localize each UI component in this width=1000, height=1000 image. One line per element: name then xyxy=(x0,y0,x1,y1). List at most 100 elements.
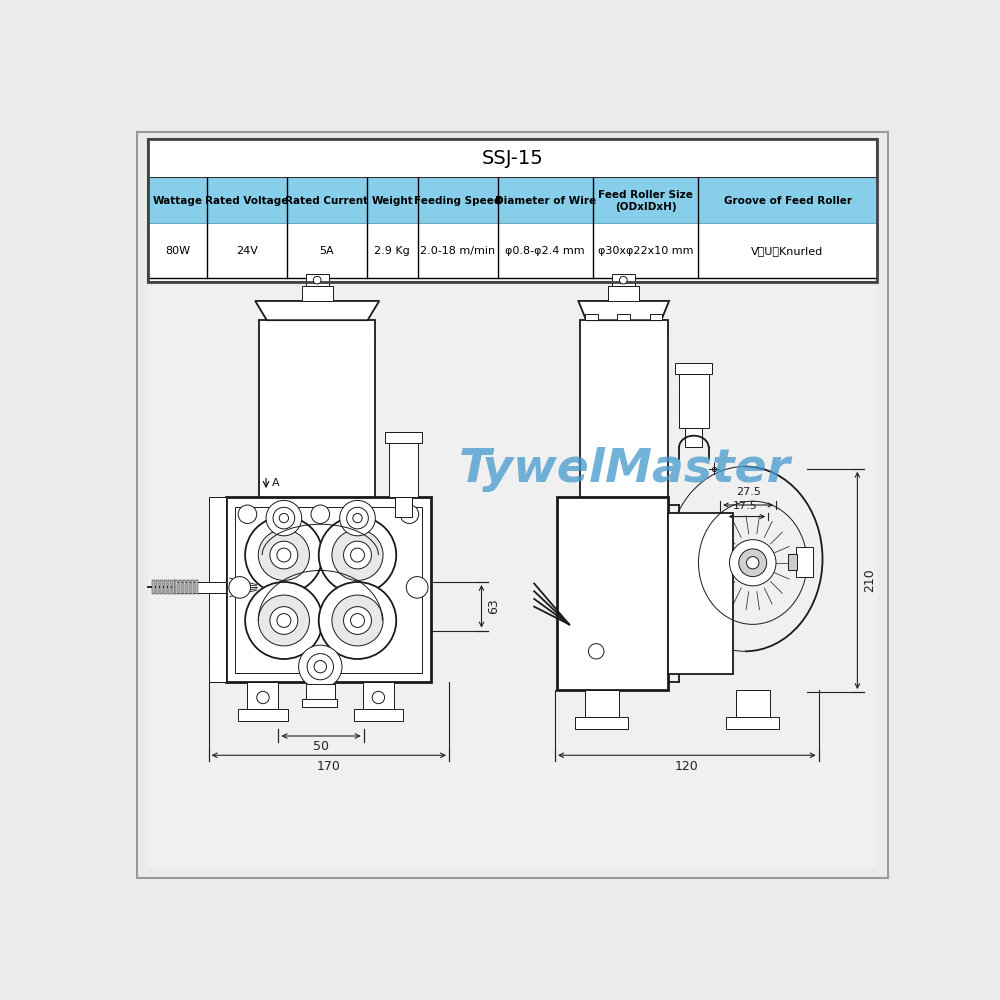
Circle shape xyxy=(351,614,364,627)
Circle shape xyxy=(340,500,375,536)
Bar xyxy=(306,274,329,286)
Text: 210: 210 xyxy=(863,569,876,592)
Bar xyxy=(367,224,418,278)
Text: 2.0-18 m/min: 2.0-18 m/min xyxy=(420,246,495,256)
Bar xyxy=(235,507,422,673)
Circle shape xyxy=(314,661,326,673)
Circle shape xyxy=(347,507,368,529)
Text: Weight: Weight xyxy=(371,196,413,206)
Circle shape xyxy=(353,513,362,523)
Bar xyxy=(726,717,779,729)
Text: 50: 50 xyxy=(313,740,329,753)
Text: 27.5: 27.5 xyxy=(736,487,761,497)
Circle shape xyxy=(372,691,385,704)
Bar xyxy=(367,178,418,224)
Text: Feed Roller Size
(ODxIDxH): Feed Roller Size (ODxIDxH) xyxy=(598,190,693,212)
Bar xyxy=(557,497,668,690)
Bar xyxy=(195,580,198,594)
Text: A: A xyxy=(272,478,280,488)
Text: 170: 170 xyxy=(317,760,341,773)
Text: Groove of Feed Roller: Groove of Feed Roller xyxy=(724,196,852,206)
Bar xyxy=(207,178,287,224)
Bar xyxy=(287,224,367,278)
Bar xyxy=(675,363,712,374)
Bar xyxy=(156,580,159,594)
Bar xyxy=(736,690,770,717)
Circle shape xyxy=(319,582,396,659)
Bar xyxy=(148,139,877,282)
Text: Diameter of Wire: Diameter of Wire xyxy=(495,196,596,206)
Circle shape xyxy=(311,505,330,523)
Bar xyxy=(209,497,226,682)
Bar xyxy=(585,314,598,320)
Bar xyxy=(498,178,593,224)
Bar xyxy=(418,178,498,224)
Circle shape xyxy=(277,548,291,562)
Text: φ30xφ22x10 mm: φ30xφ22x10 mm xyxy=(598,246,693,256)
Bar xyxy=(388,443,418,497)
Circle shape xyxy=(747,557,759,569)
Bar xyxy=(259,320,375,497)
Text: SSJ-15: SSJ-15 xyxy=(482,149,543,168)
Bar xyxy=(617,314,630,320)
Bar xyxy=(179,580,182,594)
Circle shape xyxy=(238,505,257,523)
Circle shape xyxy=(344,541,371,569)
Bar xyxy=(302,286,333,301)
Bar xyxy=(164,580,167,594)
Text: Feeding Speed: Feeding Speed xyxy=(414,196,502,206)
Circle shape xyxy=(313,276,321,284)
Circle shape xyxy=(258,530,309,580)
Text: 63: 63 xyxy=(487,598,500,614)
Bar xyxy=(191,580,194,594)
Bar xyxy=(580,320,668,497)
Bar xyxy=(585,690,619,717)
Bar xyxy=(698,224,877,278)
Circle shape xyxy=(351,548,364,562)
Bar xyxy=(207,224,287,278)
Circle shape xyxy=(730,540,776,586)
Bar xyxy=(183,580,186,594)
Circle shape xyxy=(258,595,309,646)
Circle shape xyxy=(245,582,323,659)
Bar xyxy=(287,178,367,224)
Bar xyxy=(148,178,207,224)
Bar xyxy=(668,513,733,674)
Circle shape xyxy=(257,691,269,704)
Bar xyxy=(685,428,702,447)
Bar xyxy=(679,374,709,428)
Text: Rated Current: Rated Current xyxy=(285,196,368,206)
Circle shape xyxy=(739,549,767,577)
Text: 120: 120 xyxy=(675,760,699,773)
Text: 2.9 Kg: 2.9 Kg xyxy=(374,246,410,256)
Bar xyxy=(172,580,175,594)
Bar xyxy=(385,432,422,443)
Bar xyxy=(575,717,628,729)
Circle shape xyxy=(588,644,604,659)
Bar xyxy=(650,314,662,320)
Circle shape xyxy=(307,654,333,680)
Circle shape xyxy=(299,645,342,688)
Circle shape xyxy=(229,577,251,598)
Bar xyxy=(608,286,639,301)
Bar xyxy=(175,582,226,593)
Circle shape xyxy=(344,607,371,634)
Bar xyxy=(498,224,593,278)
Circle shape xyxy=(279,513,289,523)
Bar xyxy=(363,682,394,709)
Text: TywelMaster: TywelMaster xyxy=(458,447,790,492)
Bar xyxy=(612,274,635,286)
Bar xyxy=(247,682,278,709)
Text: V、U、Knurled: V、U、Knurled xyxy=(751,246,824,256)
Text: Wattage: Wattage xyxy=(152,196,202,206)
Circle shape xyxy=(266,500,302,536)
Bar xyxy=(395,497,412,517)
Circle shape xyxy=(332,530,383,580)
Bar xyxy=(593,224,698,278)
Circle shape xyxy=(270,541,298,569)
Circle shape xyxy=(332,595,383,646)
Text: 5A: 5A xyxy=(319,246,334,256)
Bar xyxy=(148,139,877,282)
Polygon shape xyxy=(255,301,379,320)
Circle shape xyxy=(319,517,396,594)
